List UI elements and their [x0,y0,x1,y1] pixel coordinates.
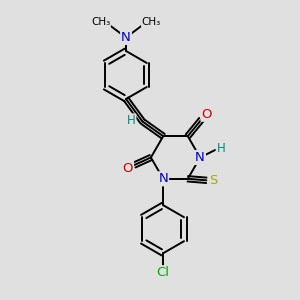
Text: N: N [121,31,131,44]
Text: Cl: Cl [157,266,170,279]
Text: CH₃: CH₃ [142,16,161,27]
Text: H: H [217,142,226,155]
Text: H: H [127,114,136,128]
Text: S: S [209,174,217,187]
Text: CH₃: CH₃ [91,16,110,27]
Text: N: N [158,172,168,185]
Text: N: N [195,151,205,164]
Text: O: O [123,161,133,175]
Text: O: O [202,108,212,121]
